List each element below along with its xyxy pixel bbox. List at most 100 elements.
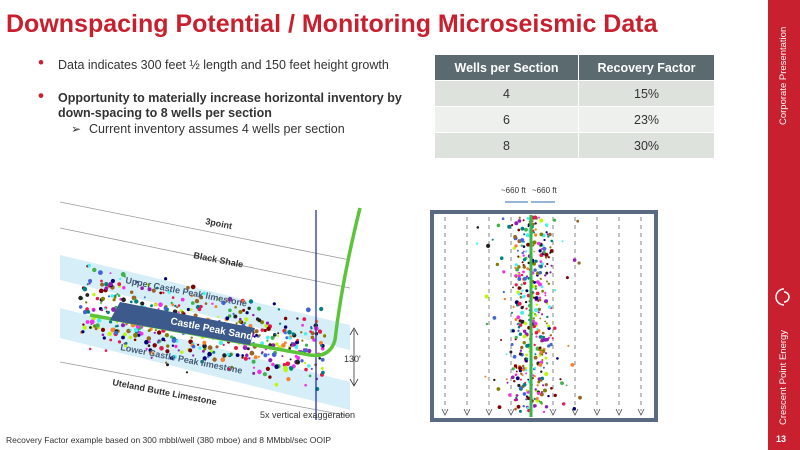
microseismic-event [147, 287, 152, 292]
corporate-presentation-label: Corporate Presentation [778, 26, 789, 125]
microseismic-event [511, 375, 515, 380]
microseismic-event [248, 299, 254, 304]
sub-bullet: ➢ Current inventory assumes 4 wells per … [36, 122, 431, 137]
microseismic-event [120, 323, 126, 328]
company-name-label: Crescent Point Energy [778, 329, 789, 425]
microseismic-event [252, 366, 256, 369]
microseismic-event [155, 286, 159, 290]
microseismic-event [538, 335, 542, 339]
microseismic-event [535, 303, 539, 306]
microseismic-event [520, 372, 523, 375]
microseismic-event [520, 283, 523, 286]
microseismic-event [266, 339, 269, 342]
microseismic-event [121, 297, 126, 302]
microseismic-event [96, 318, 102, 323]
microseismic-event [242, 308, 246, 312]
microseismic-event [520, 273, 524, 277]
microseismic-event [553, 289, 557, 292]
microseismic-event [323, 334, 327, 338]
microseismic-event [535, 291, 540, 296]
microseismic-event [538, 216, 541, 219]
horizon-line [60, 227, 351, 289]
microseismic-event [244, 317, 249, 322]
microseismic-event [502, 290, 505, 294]
microseismic-event [309, 330, 312, 333]
microseismic-event [221, 300, 226, 306]
microseismic-event [508, 393, 512, 397]
microseismic-event [227, 367, 231, 371]
microseismic-event [284, 331, 287, 335]
microseismic-event [241, 354, 244, 357]
microseismic-event [318, 340, 324, 346]
microseismic-event [283, 329, 287, 332]
microseismic-event [154, 329, 157, 332]
microseismic-event [544, 274, 547, 277]
microseismic-event [191, 344, 196, 349]
microseismic-event [515, 376, 520, 381]
sub-bullet-text: Current inventory assumes 4 wells per se… [89, 122, 345, 136]
microseismic-event [532, 240, 537, 245]
microseismic-event [547, 344, 551, 348]
microseismic-event [538, 354, 542, 357]
microseismic-event [517, 301, 522, 306]
microseismic-event [274, 382, 279, 387]
microseismic-event [486, 243, 491, 248]
microseismic-event [520, 345, 524, 350]
microseismic-event [539, 260, 543, 264]
bullet-2: • Opportunity to materially increase hor… [36, 86, 431, 121]
microseismic-event [515, 398, 519, 402]
microseismic-event [539, 232, 544, 237]
microseismic-event [514, 221, 519, 226]
microseismic-event [138, 330, 142, 334]
microseismic-event [576, 219, 580, 223]
microseismic-event [140, 286, 144, 290]
microseismic-event [128, 335, 132, 340]
bullet-dot-icon: • [38, 86, 44, 105]
microseismic-event [533, 397, 536, 400]
microseismic-event [514, 335, 518, 339]
microseismic-event [261, 351, 264, 354]
microseismic-event [570, 363, 575, 367]
microseismic-event [104, 349, 108, 352]
microseismic-event [507, 224, 512, 229]
microseismic-event [534, 388, 537, 391]
microseismic-event [517, 293, 521, 296]
microseismic-event [264, 323, 269, 328]
microseismic-event [108, 295, 111, 298]
microseismic-event [518, 332, 523, 336]
microseismic-event [247, 306, 251, 310]
microseismic-event [534, 233, 538, 237]
table-cell: 15% [578, 80, 714, 107]
microseismic-event [525, 389, 528, 392]
microseismic-event [174, 344, 178, 349]
microseismic-event [534, 287, 538, 290]
microseismic-event [545, 337, 549, 342]
microseismic-event [517, 219, 522, 223]
microseismic-event [207, 345, 213, 350]
microseismic-event [202, 291, 206, 296]
microseismic-event [526, 216, 530, 220]
microseismic-event [549, 334, 552, 337]
arrow-down-icon [463, 408, 471, 416]
microseismic-event [256, 306, 262, 311]
microseismic-event [257, 369, 262, 375]
microseismic-event [243, 356, 248, 361]
microseismic-event [281, 343, 286, 348]
microseismic-event [301, 339, 304, 342]
microseismic-event [513, 234, 517, 239]
microseismic-event [100, 327, 106, 332]
microseismic-event [542, 410, 546, 414]
microseismic-event [534, 312, 536, 315]
microseismic-event [296, 317, 299, 320]
microseismic-event [260, 328, 264, 332]
microseismic-event [544, 252, 549, 257]
microseismic-event [533, 404, 537, 408]
table-cell: 6 [435, 106, 579, 133]
microseismic-event [82, 309, 88, 315]
microseismic-event [129, 328, 132, 332]
microseismic-event [539, 379, 543, 382]
microseismic-event [192, 354, 195, 357]
bullet-2-text: Opportunity to materially increase horiz… [58, 91, 402, 120]
brand-sidebar: Corporate Presentation Crescent Point En… [768, 0, 800, 450]
microseismic-event [234, 346, 238, 350]
